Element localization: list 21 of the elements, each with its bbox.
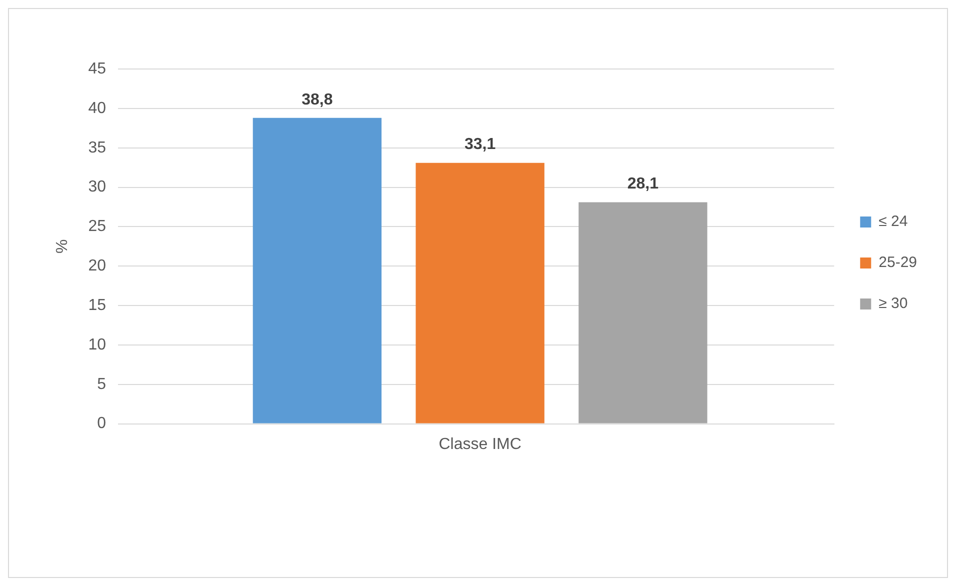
data-label: 38,8 xyxy=(302,91,333,108)
y-tick-label: 10 xyxy=(88,336,106,354)
bar xyxy=(252,118,382,424)
y-axis-title: % xyxy=(54,239,72,254)
y-tick-label: 5 xyxy=(97,376,106,393)
y-tick-label: 35 xyxy=(88,139,106,156)
y-tick-label: 30 xyxy=(88,178,106,196)
y-tick-label: 45 xyxy=(88,60,106,78)
bar xyxy=(416,162,544,424)
y-tick-label: 25 xyxy=(88,218,106,236)
legend-label: ≥ 30 xyxy=(878,295,908,312)
x-tick-label: Classe IMC xyxy=(438,436,522,453)
legend-label: ≤ 24 xyxy=(878,213,908,230)
data-label: 33,1 xyxy=(464,136,496,154)
y-tick-label: 40 xyxy=(88,100,106,117)
y-tick-label: 15 xyxy=(88,296,106,314)
bar xyxy=(578,202,708,424)
legend-label: 25-29 xyxy=(878,254,918,272)
y-tick-label: 0 xyxy=(97,415,106,432)
data-label: 28,1 xyxy=(627,176,659,193)
y-tick-label: 20 xyxy=(88,258,106,275)
